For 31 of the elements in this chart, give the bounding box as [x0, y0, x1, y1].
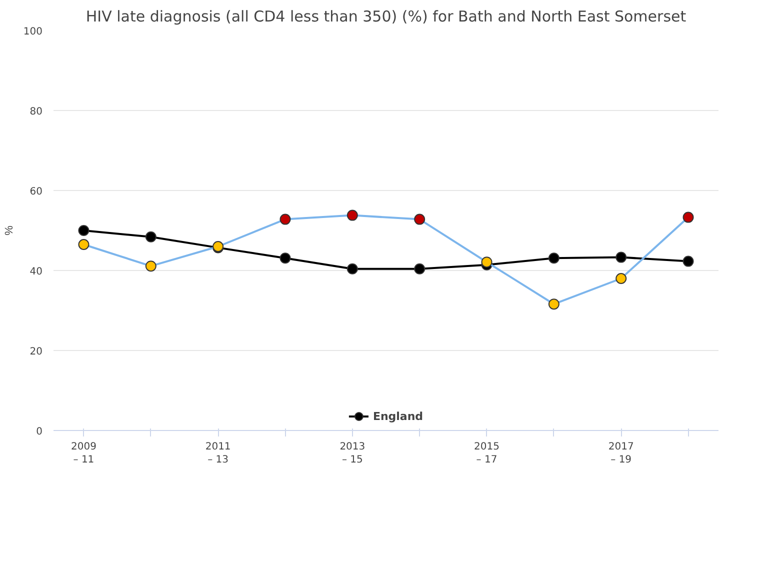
point — [414, 214, 426, 225]
legend-label: England — [372, 410, 424, 422]
point — [78, 225, 90, 236]
point — [280, 252, 291, 264]
point — [682, 256, 694, 267]
chart-title: HIV late diagnosis (all CD4 less than 350) (%) for Bath and North East Somerset — [86, 8, 686, 26]
point — [280, 214, 291, 225]
y-tick-label: 80 — [30, 106, 43, 118]
point — [145, 260, 156, 272]
point — [481, 256, 492, 268]
y-tick-label: 20 — [30, 346, 43, 358]
point — [346, 263, 358, 274]
point — [616, 273, 627, 284]
x-tick-label: 2013 – 15 — [340, 442, 366, 466]
point — [682, 212, 694, 223]
x-tick-label: 2015 – 17 — [474, 442, 500, 466]
x-tick-label: 2009 – 11 — [71, 442, 96, 466]
point — [145, 231, 156, 242]
y-tick-label: 40 — [30, 266, 43, 278]
x-tick-label: 2011 – 13 — [205, 442, 231, 466]
point — [548, 298, 560, 310]
point — [414, 263, 426, 274]
point — [616, 252, 627, 263]
y-tick-label: 100 — [23, 26, 43, 38]
point — [548, 252, 560, 264]
point — [78, 239, 90, 250]
y-axis-title: % — [3, 225, 16, 236]
y-tick-label: 0 — [36, 426, 43, 438]
point — [346, 210, 358, 221]
x-tick-label: 2017 – 19 — [608, 442, 634, 466]
y-tick-label: 60 — [30, 186, 43, 198]
